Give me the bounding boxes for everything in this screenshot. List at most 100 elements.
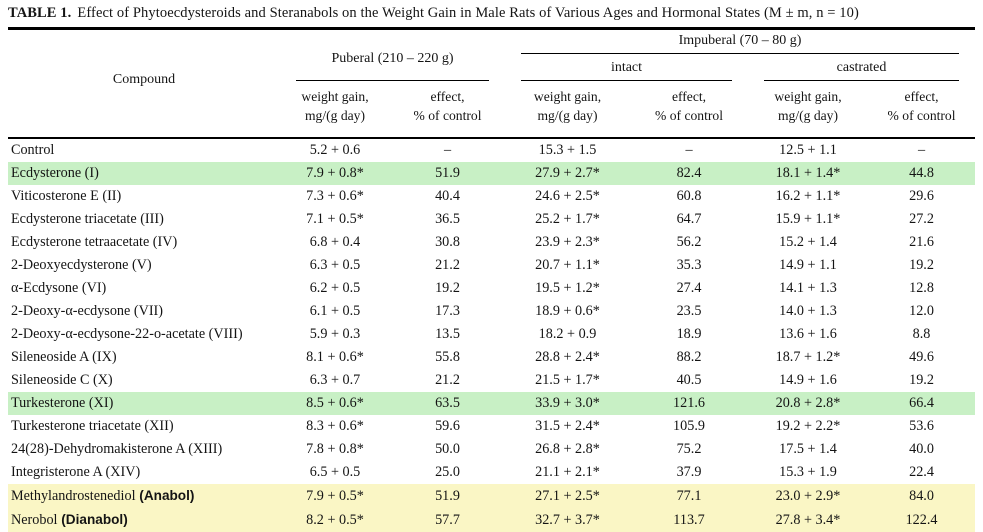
table-row: Ecdysterone tetraacetate (IV) 6.8 + 0.4 30…	[8, 231, 975, 254]
puberal-weight-gain: 8.5 + 0.6*	[280, 392, 390, 415]
castrated-weight-gain: 15.2 + 1.4	[779, 234, 837, 250]
puberal-effect: 55.8	[435, 349, 460, 365]
col-header-puberal-weight-gain: weight gain, mg/(g day)	[280, 81, 390, 139]
col-group-impuberal-label: Impuberal (70 – 80 g)	[521, 30, 960, 54]
compound-name: Viticosterone E (II)	[11, 188, 122, 204]
compound-name: Sileneoside C (X)	[11, 372, 113, 388]
intact-weight-gain: 21.1 + 2.1*	[535, 464, 600, 480]
intact-weight-gain: 18.9 + 0.6*	[535, 303, 600, 319]
intact-weight-gain: 19.5 + 1.2*	[535, 280, 600, 296]
intact-weight-gain: 31.5 + 2.4*	[535, 418, 600, 434]
table-row: Sileneoside C (X) 6.3 + 0.7 21.2 21.5 + 1.7…	[8, 369, 975, 392]
col-group-castrated-label: castrated	[764, 57, 960, 81]
intact-weight-gain: 27.9 + 2.7*	[505, 162, 630, 185]
intact-effect: 77.1	[630, 484, 748, 508]
table-row: 24(28)-Dehydromakisterone A (XIII) 7.8 + …	[8, 438, 975, 461]
puberal-weight-gain: 7.1 + 0.5*	[306, 211, 364, 227]
puberal-effect: 40.4	[435, 188, 460, 204]
table-body: Control 5.2 + 0.6 – 15.3 + 1.5 – 12.5 + 1.1 – E…	[8, 138, 976, 532]
table-row: Turkesterone (XI) 8.5 + 0.6* 63.5 33.9 + 3.…	[8, 392, 976, 415]
table-row: Nerobol (Dianabol) 8.2 + 0.5* 57.7 32.7 + 3…	[8, 508, 976, 532]
puberal-weight-gain: 6.5 + 0.5	[309, 464, 361, 480]
compound-name: 2-Deoxy-α-ecdysone-22-o-acetate (VIII)	[11, 326, 243, 342]
castrated-effect: 22.4	[909, 464, 934, 480]
intact-effect: 35.3	[676, 257, 702, 273]
trade-name-bold: (Dianabol)	[57, 512, 128, 527]
compound-name: Turkesterone (XI)	[8, 392, 280, 415]
intact-weight-gain: 24.6 + 2.5*	[535, 188, 600, 204]
castrated-effect: 27.2	[909, 211, 934, 227]
intact-effect: 113.7	[630, 508, 748, 532]
intact-effect: 88.2	[676, 349, 702, 365]
puberal-weight-gain: 8.3 + 0.6*	[306, 418, 364, 434]
castrated-weight-gain: 18.7 + 1.2*	[775, 349, 841, 365]
intact-effect: 56.2	[676, 234, 702, 250]
castrated-weight-gain: 15.3 + 1.9	[779, 464, 837, 480]
intact-effect: 40.5	[676, 372, 702, 388]
intact-effect: 75.2	[676, 441, 702, 457]
puberal-effect: 17.3	[435, 303, 460, 319]
castrated-effect: 44.8	[868, 162, 976, 185]
castrated-weight-gain: 14.1 + 1.3	[779, 280, 837, 296]
puberal-weight-gain: 6.3 + 0.5	[309, 257, 361, 273]
puberal-effect: 51.9	[390, 162, 505, 185]
puberal-effect: –	[443, 142, 452, 158]
puberal-effect: 13.5	[435, 326, 460, 342]
intact-weight-gain: 27.1 + 2.5*	[505, 484, 630, 508]
castrated-weight-gain: 27.8 + 3.4*	[748, 508, 868, 532]
castrated-effect: 8.8	[912, 326, 931, 342]
castrated-weight-gain: 15.9 + 1.1*	[775, 211, 841, 227]
castrated-effect: 29.6	[909, 188, 934, 204]
intact-effect: 37.9	[676, 464, 702, 480]
intact-effect: 18.9	[676, 326, 702, 342]
puberal-effect: 19.2	[435, 280, 460, 296]
col-group-intact-label: intact	[521, 57, 732, 81]
table-row: Turkesterone triacetate (XII) 8.3 + 0.6* 5…	[8, 415, 975, 438]
intact-effect: –	[685, 142, 693, 158]
puberal-effect: 25.0	[435, 464, 460, 480]
castrated-effect: 66.4	[868, 392, 976, 415]
castrated-weight-gain: 19.2 + 2.2*	[775, 418, 841, 434]
castrated-weight-gain: 23.0 + 2.9*	[748, 484, 868, 508]
puberal-effect: 36.5	[435, 211, 460, 227]
castrated-effect: 12.0	[909, 303, 934, 319]
col-header-castrated-effect: effect, % of control	[868, 81, 976, 139]
compound-name: 2-Deoxyecdysterone (V)	[11, 257, 152, 273]
compound-name: Integristerone A (XIV)	[11, 464, 141, 480]
intact-weight-gain: 25.2 + 1.7*	[535, 211, 600, 227]
intact-weight-gain: 26.8 + 2.8*	[535, 441, 600, 457]
castrated-weight-gain: 14.9 + 1.1	[779, 257, 837, 273]
castrated-effect: –	[917, 142, 926, 158]
compound-name: Methylandrostenediol (Anabol)	[8, 484, 280, 508]
puberal-effect: 57.7	[390, 508, 505, 532]
intact-effect: 27.4	[676, 280, 702, 296]
puberal-weight-gain: 8.2 + 0.5*	[280, 508, 390, 532]
puberal-weight-gain: 5.2 + 0.6	[309, 142, 361, 158]
castrated-weight-gain: 14.9 + 1.6	[779, 372, 837, 388]
castrated-effect: 84.0	[868, 484, 976, 508]
castrated-effect: 122.4	[868, 508, 976, 532]
intact-weight-gain: 28.8 + 2.4*	[535, 349, 600, 365]
col-group-puberal: Puberal (210 – 220 g)	[280, 29, 505, 81]
table-row: Viticosterone E (II) 7.3 + 0.6* 40.4 24.6 +…	[8, 185, 975, 208]
intact-weight-gain: 18.2 + 0.9	[538, 326, 597, 342]
intact-effect: 121.6	[630, 392, 748, 415]
compound-name: 2-Deoxy-α-ecdysone (VII)	[11, 303, 164, 319]
data-table: Compound Puberal (210 – 220 g) Impuberal…	[8, 27, 976, 532]
table-row: Sileneoside A (IX) 8.1 + 0.6* 55.8 28.8 + 2…	[8, 346, 975, 369]
col-header-intact-effect: effect, % of control	[630, 81, 748, 139]
puberal-effect: 50.0	[435, 441, 460, 457]
puberal-weight-gain: 7.8 + 0.8*	[306, 441, 364, 457]
castrated-weight-gain: 20.8 + 2.8*	[748, 392, 868, 415]
intact-effect: 60.8	[676, 188, 702, 204]
compound-name: Ecdysterone triacetate (III)	[11, 211, 164, 227]
puberal-weight-gain: 6.2 + 0.5	[309, 280, 361, 296]
compound-name: Ecdysterone (I)	[8, 162, 280, 185]
compound-name: Ecdysterone tetraacetate (IV)	[11, 234, 178, 250]
puberal-effect: 63.5	[390, 392, 505, 415]
compound-name: Control	[11, 142, 55, 158]
castrated-weight-gain: 17.5 + 1.4	[779, 441, 837, 457]
puberal-weight-gain: 7.9 + 0.8*	[280, 162, 390, 185]
table-row: 2-Deoxy-α-ecdysone (VII) 6.1 + 0.5 17.3 18.…	[8, 300, 975, 323]
